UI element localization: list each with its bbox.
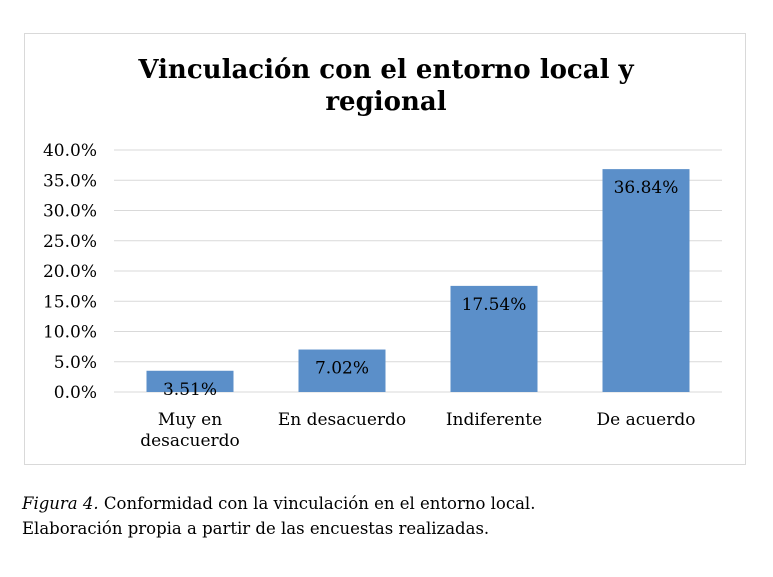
data-label: 17.54% (462, 295, 527, 315)
figure-label: Figura 4. (22, 494, 99, 513)
chart-frame: Vinculación con el entorno local y regio… (24, 33, 746, 465)
y-tick-label: 30.0% (43, 202, 97, 222)
y-tick-label: 40.0% (43, 141, 97, 161)
x-tick-label: En desacuerdo (278, 410, 406, 430)
caption-line-2: Elaboración propia a partir de las encue… (22, 519, 490, 538)
caption-text-1: Conformidad con la vinculación en el ent… (98, 494, 536, 513)
chart-title: Vinculación con el entorno local y regio… (25, 54, 747, 118)
x-tick-label: Indiferente (446, 410, 542, 430)
figure-caption: Figura 4. Conformidad con la vinculación… (22, 491, 535, 541)
bar (602, 169, 690, 392)
chart-title-line-1: Vinculación con el entorno local y (138, 55, 634, 85)
chart-title-line-2: regional (325, 87, 447, 117)
y-tick-label: 15.0% (43, 292, 97, 312)
y-tick-label: 35.0% (43, 171, 97, 191)
y-tick-label: 5.0% (54, 353, 97, 373)
data-label: 3.51% (163, 380, 217, 400)
data-label: 36.84% (614, 178, 679, 198)
x-tick-label: desacuerdo (140, 431, 240, 451)
bar-chart-plot: 0.0% 5.0% 10.0% 15.0% 20.0% 25.0% 30.0% 35.0% 40… (43, 141, 722, 451)
caption-line-1: Figura 4. Conformidad con la vinculación… (22, 491, 535, 516)
bar (450, 285, 538, 392)
bar (146, 370, 234, 392)
data-label: 7.02% (315, 359, 369, 379)
y-tick-label: 10.0% (43, 323, 97, 343)
bar (298, 349, 386, 392)
x-tick-label: Muy en (158, 410, 222, 430)
y-tick-label: 0.0% (54, 383, 97, 403)
y-tick-label: 20.0% (43, 262, 97, 282)
x-tick-label: De acuerdo (596, 410, 695, 430)
y-tick-label: 25.0% (43, 232, 97, 252)
